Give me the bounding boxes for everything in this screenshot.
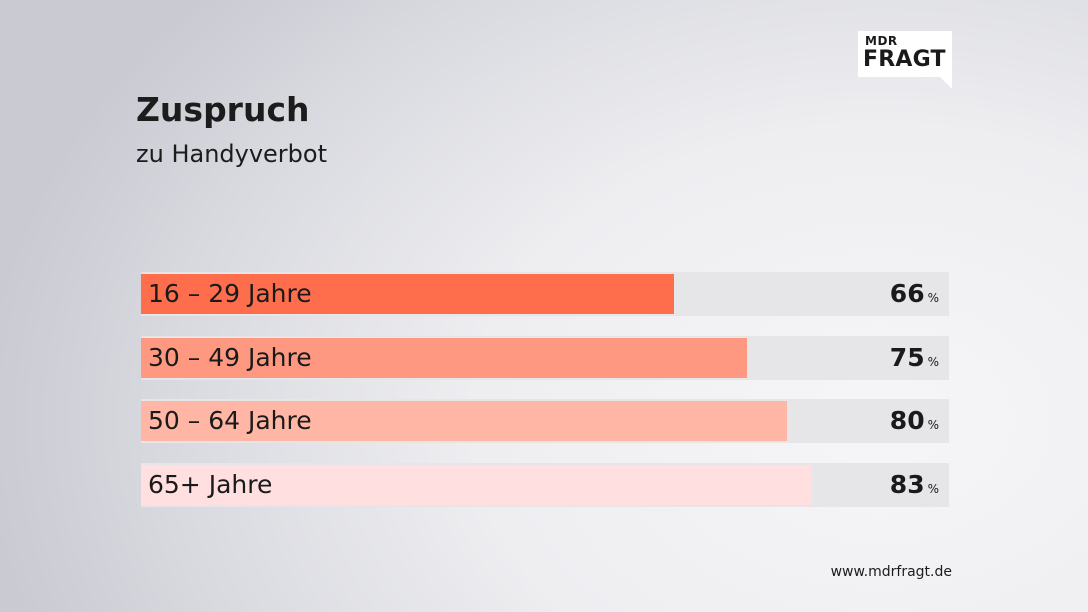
value-label: 66%: [890, 272, 939, 320]
value-number: 80: [889, 406, 925, 435]
category-label: 65+ Jahre: [148, 470, 273, 499]
value-unit: %: [927, 355, 939, 369]
value-number: 75: [889, 343, 925, 372]
chart-subtitle: zu Handyverbot: [136, 140, 328, 168]
value-unit: %: [927, 291, 939, 305]
value-unit: %: [927, 418, 939, 432]
category-label: 16 – 29 Jahre: [148, 279, 312, 308]
logo-text-top: MDR: [865, 34, 898, 48]
bar-row: 50 – 64 Jahre 80%: [141, 399, 949, 443]
value-label: 83%: [890, 463, 939, 511]
logo-text-bottom: FRAGT: [863, 47, 946, 72]
value-number: 66: [889, 279, 925, 308]
value-label: 80%: [890, 399, 939, 447]
bar-row: 16 – 29 Jahre 66%: [141, 272, 949, 316]
bar: [141, 338, 747, 378]
value-label: 75%: [890, 336, 939, 384]
chart-title: Zuspruch: [136, 90, 310, 129]
bar: [141, 274, 675, 314]
category-label: 30 – 49 Jahre: [148, 343, 312, 372]
category-label: 50 – 64 Jahre: [148, 406, 312, 435]
bar-row: 30 – 49 Jahre 75%: [141, 336, 949, 380]
mdr-fragt-logo: MDR FRAGT: [858, 31, 952, 89]
source-url: www.mdrfragt.de: [830, 564, 952, 580]
bar-row: 65+ Jahre 83%: [141, 463, 949, 507]
bar: [141, 401, 788, 441]
value-number: 83: [889, 470, 925, 499]
bar: [141, 465, 812, 505]
value-unit: %: [927, 482, 939, 496]
